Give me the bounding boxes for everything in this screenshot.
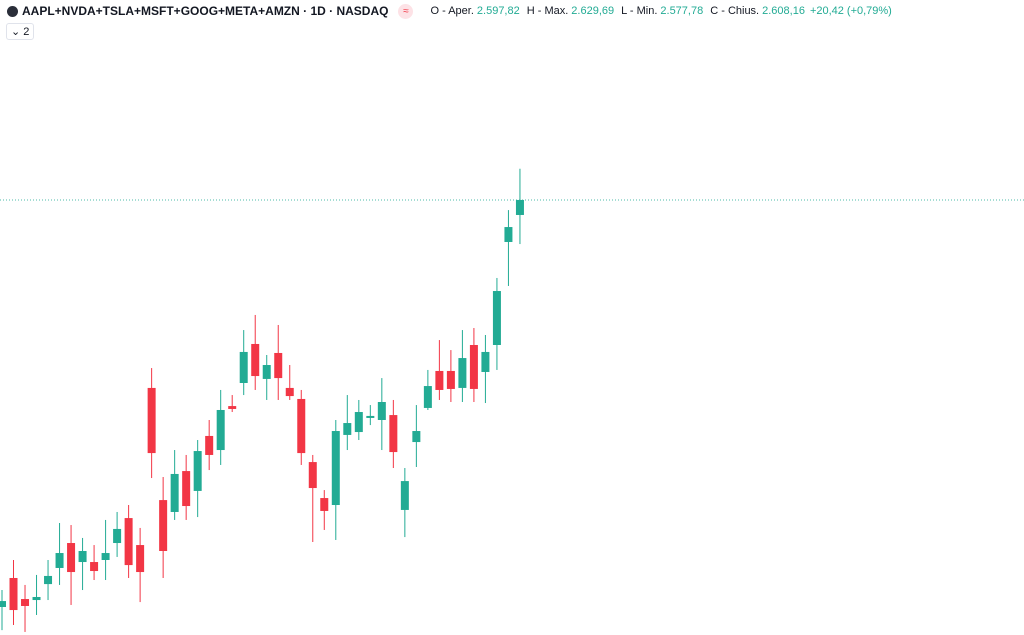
candle-body (423, 386, 432, 408)
candle-body (504, 227, 513, 242)
candle-body (320, 498, 329, 511)
candle-body (32, 596, 41, 601)
candle-body (9, 577, 18, 611)
ohlc-label: O - Aper. (430, 5, 474, 17)
candle-body (481, 351, 490, 372)
candle-body (446, 370, 455, 389)
candle-body (366, 415, 375, 418)
candle-body (44, 575, 53, 585)
symbol[interactable]: AAPL+NVDA+TSLA+MSFT+GOOG+META+AMZN · 1D … (22, 4, 389, 18)
candle-body (55, 553, 64, 568)
candle-body (205, 435, 214, 455)
candle-body (90, 562, 99, 572)
ohlc-label: C - Chius. (710, 5, 760, 17)
candle-body (136, 545, 145, 573)
ohlc-value: 2.597,82 (476, 5, 520, 17)
change: +20,42 (809, 5, 844, 17)
candle-body (170, 473, 179, 512)
candle-body (182, 471, 191, 507)
indicator-count: 2 (23, 26, 30, 38)
candle-body (343, 423, 352, 435)
badge: ≈ (398, 3, 414, 19)
candle-body (274, 352, 283, 379)
candle-body (113, 528, 122, 544)
candle-body (435, 370, 444, 390)
candle-body (0, 601, 6, 608)
ohlc-value: 2.629,69 (571, 5, 615, 17)
ohlc-label: H - Max. (526, 5, 569, 17)
candle-body (400, 481, 409, 510)
candle-body (147, 387, 156, 454)
candle-body (331, 431, 340, 506)
candle-body (354, 412, 363, 433)
candle-body (377, 402, 386, 420)
candle-body (159, 500, 168, 552)
candle-body (101, 553, 110, 560)
candle-body (193, 451, 202, 491)
candle-body (412, 431, 421, 443)
candle-body (216, 409, 225, 451)
candle-body (458, 358, 467, 388)
ohlc: O - Aper. 2.597,82 H - Max. 2.629,69 L - Min… (423, 5, 804, 17)
symbol-icon (7, 5, 18, 17)
candle-body (251, 343, 260, 377)
candle-body (285, 387, 294, 397)
ohlc-label: L - Min. (621, 5, 658, 17)
candle-body (78, 551, 87, 563)
candle-body (308, 462, 317, 489)
candle-body (469, 344, 478, 389)
ohlc-value: 2.608,16 (762, 5, 805, 17)
change-pct: (+0,79%) (846, 5, 892, 17)
candle-body (239, 351, 248, 384)
candle-body (515, 199, 524, 215)
indicators-toggle[interactable]: ⌄ 2 (6, 23, 35, 40)
candle-body (21, 599, 30, 606)
candle-body (228, 406, 237, 409)
ohlc-value: 2.577,78 (660, 5, 704, 17)
candle-body (297, 398, 306, 454)
candle-body (67, 543, 76, 573)
candle-body (124, 518, 133, 566)
candle-body (389, 415, 398, 453)
candle-body (262, 365, 271, 379)
legend-header: AAPL+NVDA+TSLA+MSFT+GOOG+META+AMZN · 1D … (0, 2, 892, 20)
candle-body (492, 291, 501, 345)
